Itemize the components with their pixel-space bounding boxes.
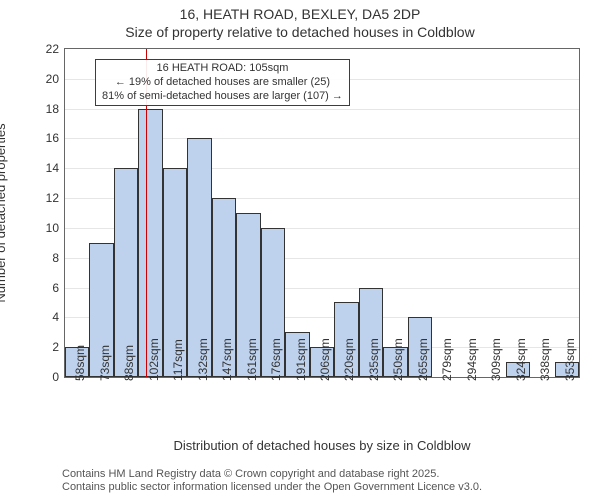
- y-tick-label: 14: [46, 161, 59, 175]
- annotation-line3: 81% of semi-detached houses are larger (…: [102, 90, 343, 104]
- x-tick-label: 206sqm: [318, 338, 332, 381]
- x-tick-label: 279sqm: [440, 338, 454, 381]
- x-tick-label: 73sqm: [98, 345, 112, 381]
- y-tick-label: 4: [52, 310, 59, 324]
- x-axis-label: Distribution of detached houses by size …: [64, 438, 580, 453]
- y-tick-label: 22: [46, 42, 59, 56]
- y-tick-label: 16: [46, 131, 59, 145]
- x-tick-label: 309sqm: [489, 338, 503, 381]
- x-tick-label: 147sqm: [220, 338, 234, 381]
- plot-area: 024681012141618202258sqm73sqm88sqm102sqm…: [64, 48, 580, 378]
- x-tick-label: 102sqm: [147, 338, 161, 381]
- chart-title-line1: 16, HEATH ROAD, BEXLEY, DA5 2DP: [0, 6, 600, 22]
- annotation-line2: ← 19% of detached houses are smaller (25…: [102, 76, 343, 90]
- y-tick-label: 6: [52, 281, 59, 295]
- annotation-line1: 16 HEATH ROAD: 105sqm: [102, 62, 343, 76]
- x-tick-label: 265sqm: [416, 338, 430, 381]
- y-tick-label: 0: [52, 370, 59, 384]
- histogram-bar: [138, 109, 162, 377]
- x-tick-label: 58sqm: [73, 345, 87, 381]
- x-tick-label: 191sqm: [294, 338, 308, 381]
- footer-line2: Contains public sector information licen…: [62, 481, 482, 494]
- x-tick-label: 161sqm: [245, 338, 259, 381]
- chart-container: 16, HEATH ROAD, BEXLEY, DA5 2DP Size of …: [0, 0, 600, 500]
- x-tick-label: 353sqm: [563, 338, 577, 381]
- marker-annotation: 16 HEATH ROAD: 105sqm ← 19% of detached …: [95, 59, 350, 106]
- y-tick-label: 12: [46, 191, 59, 205]
- chart-title-line2: Size of property relative to detached ho…: [0, 24, 600, 40]
- footer-line1: Contains HM Land Registry data © Crown c…: [62, 468, 482, 481]
- x-tick-label: 117sqm: [171, 339, 185, 381]
- x-tick-label: 88sqm: [122, 345, 136, 381]
- x-tick-label: 324sqm: [514, 338, 528, 381]
- y-tick-label: 20: [46, 72, 59, 86]
- x-tick-label: 235sqm: [367, 338, 381, 381]
- y-tick-label: 10: [46, 221, 59, 235]
- y-tick-label: 8: [52, 251, 59, 265]
- footer-attribution: Contains HM Land Registry data © Crown c…: [62, 468, 482, 494]
- x-tick-label: 132sqm: [196, 338, 210, 381]
- y-tick-label: 18: [46, 102, 59, 116]
- x-tick-label: 250sqm: [391, 338, 405, 381]
- y-axis-label-wrap: Number of detached properties: [0, 48, 20, 378]
- x-tick-label: 220sqm: [342, 338, 356, 381]
- x-tick-label: 294sqm: [465, 338, 479, 381]
- x-tick-label: 176sqm: [269, 338, 283, 381]
- x-tick-label: 338sqm: [538, 338, 552, 381]
- y-tick-label: 2: [52, 340, 59, 354]
